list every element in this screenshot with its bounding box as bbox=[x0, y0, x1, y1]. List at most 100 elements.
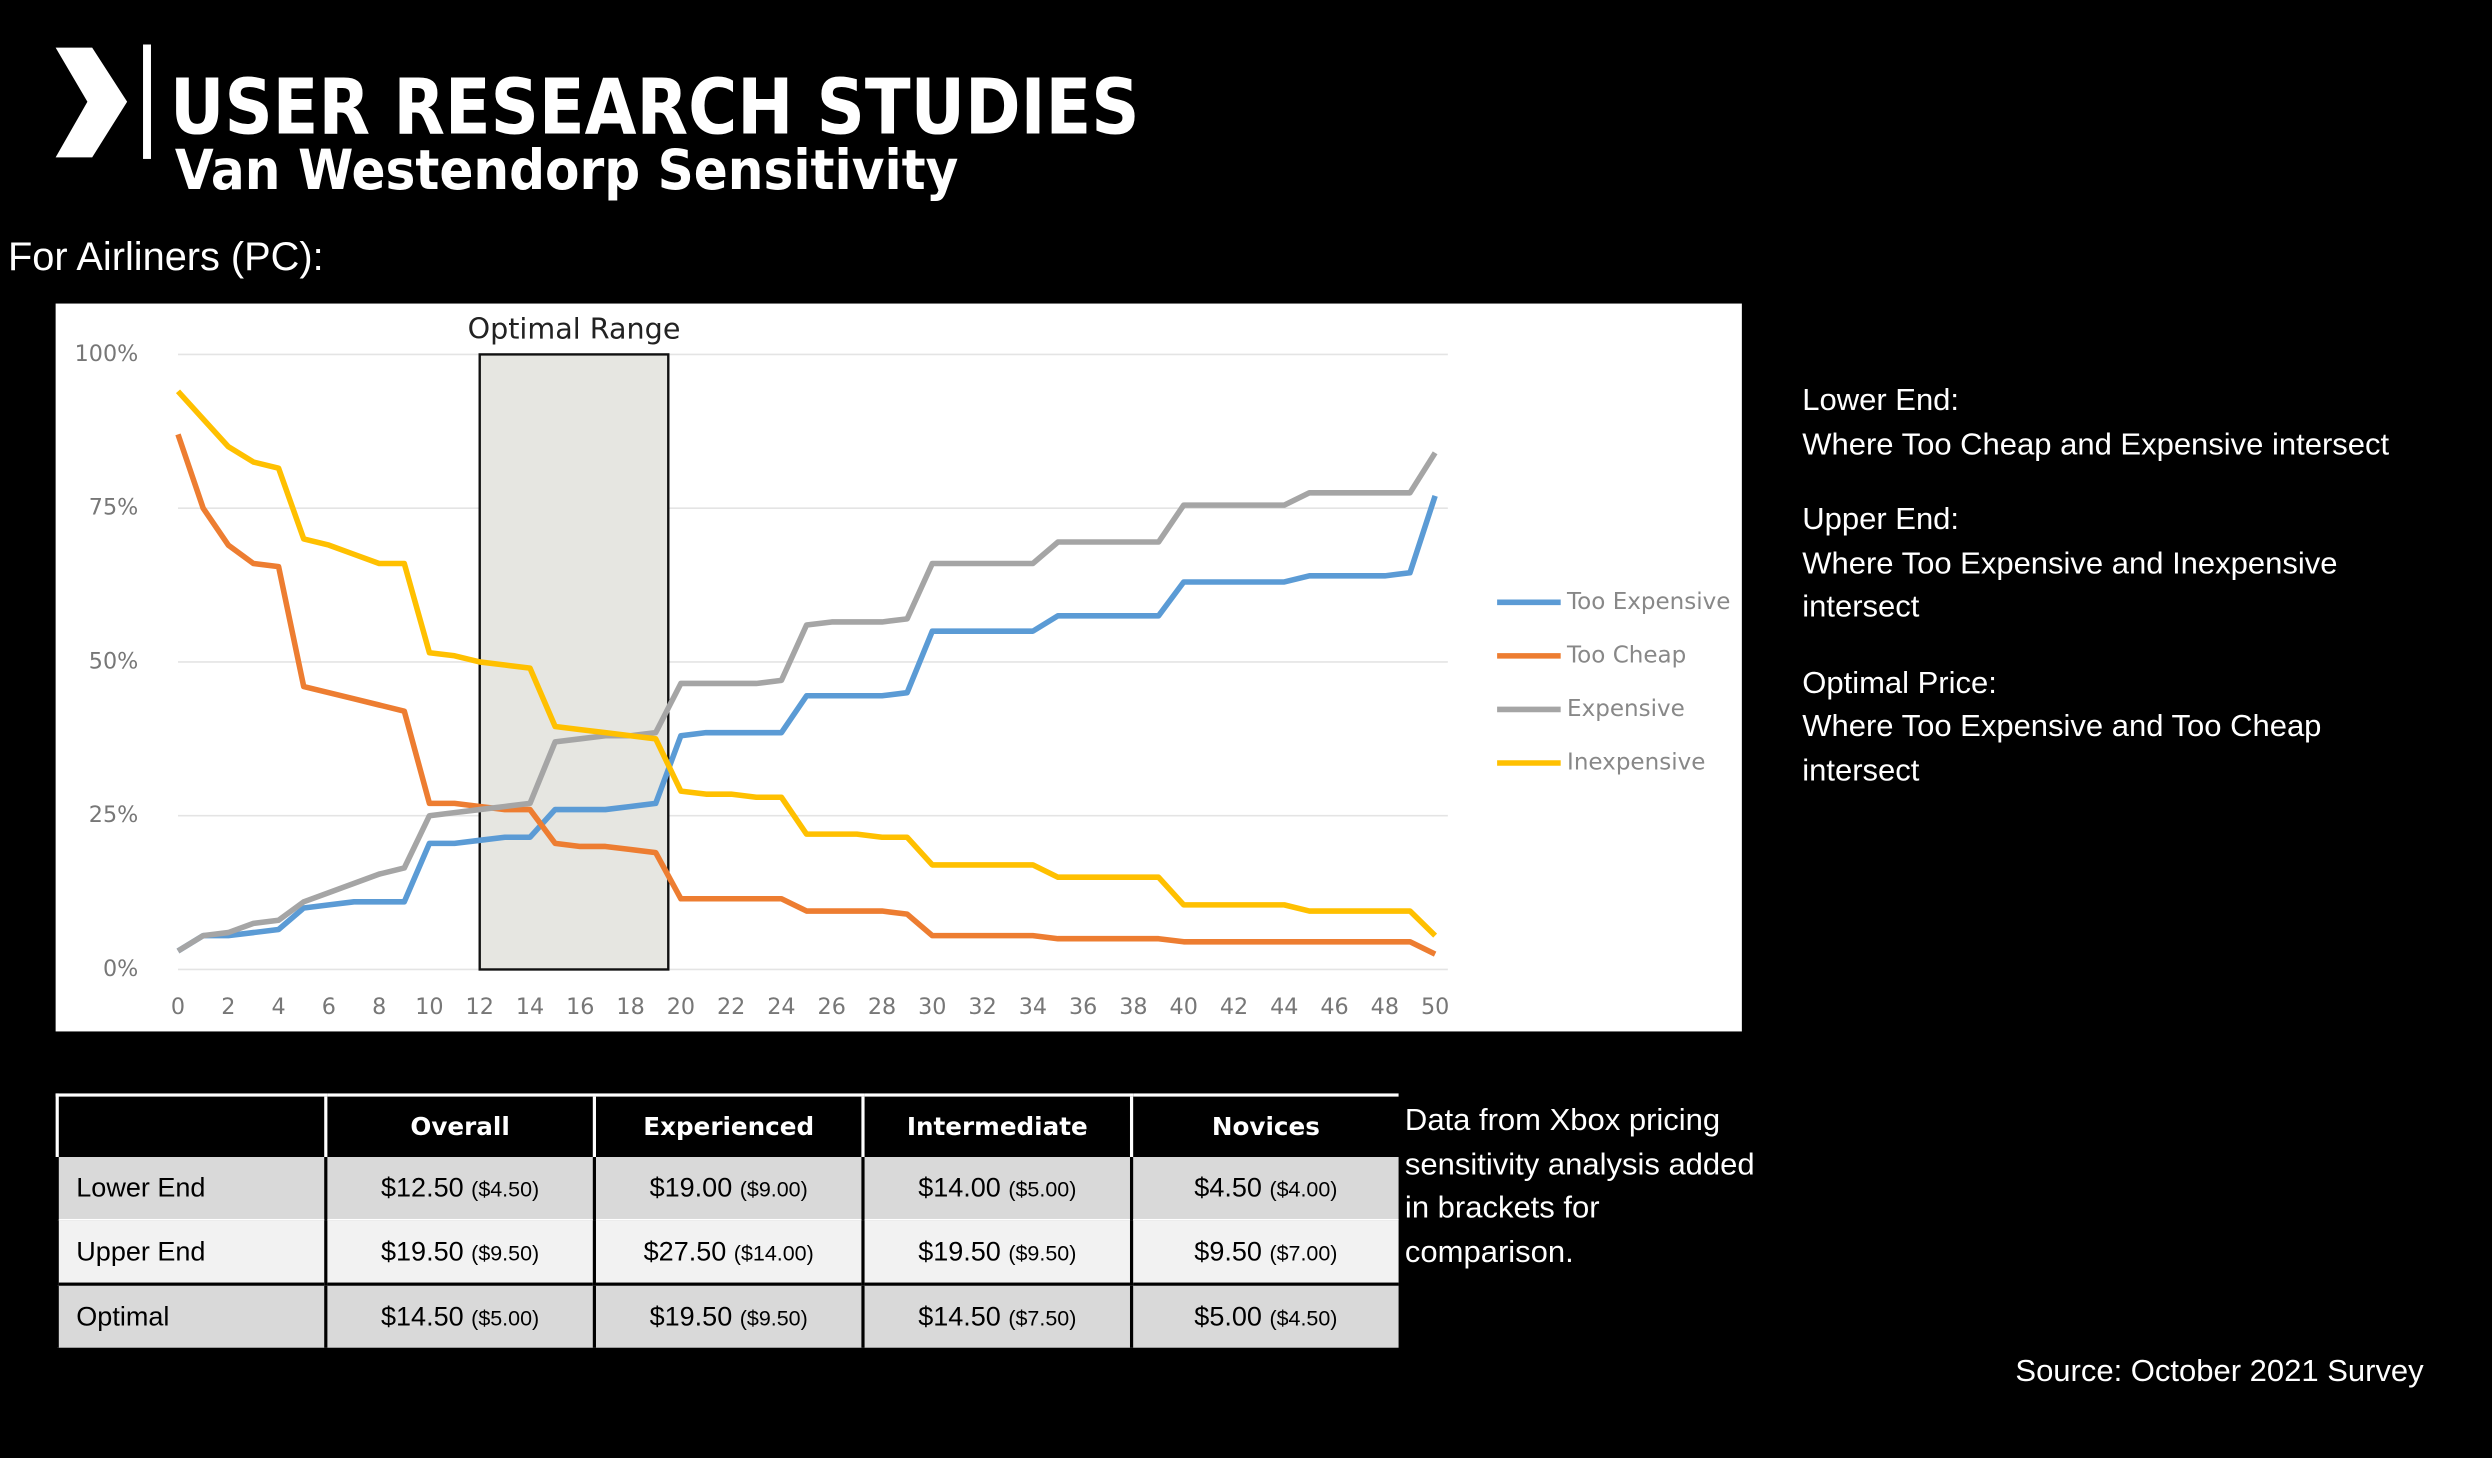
xbox-price: ($9.50) bbox=[1008, 1240, 1077, 1265]
results-table: Overall Experienced Intermediate Novices Low… bbox=[55, 1093, 1399, 1348]
table-cell: $12.50 ($4.50) bbox=[324, 1157, 595, 1220]
note-heading: Optimal Price: bbox=[1802, 665, 1997, 701]
x-tick-label: 4 bbox=[271, 994, 285, 1020]
x-tick-label: 30 bbox=[918, 994, 946, 1020]
table-cell: $19.50 ($9.50) bbox=[861, 1218, 1132, 1285]
x-tick-label: 44 bbox=[1270, 994, 1298, 1020]
y-tick-label: 25% bbox=[89, 802, 138, 828]
table-cell: $5.00 ($4.50) bbox=[1129, 1282, 1399, 1348]
x-tick-label: 0 bbox=[171, 994, 185, 1020]
x-tick-label: 26 bbox=[818, 994, 846, 1020]
y-tick-label: 0% bbox=[103, 956, 138, 982]
xbox-price: ($5.00) bbox=[1008, 1176, 1077, 1201]
x-tick-label: 46 bbox=[1320, 994, 1348, 1020]
legend-label: Too Cheap bbox=[1566, 642, 1686, 668]
xbox-price: ($14.00) bbox=[733, 1240, 814, 1265]
price: $4.50 bbox=[1194, 1172, 1262, 1203]
x-tick-label: 40 bbox=[1170, 994, 1198, 1020]
table-row: Optimal $14.50 ($5.00) $19.50 ($9.50) $14.5… bbox=[55, 1282, 1399, 1348]
section-label: For Airliners (PC): bbox=[7, 235, 324, 280]
x-tick-label: 2 bbox=[221, 994, 235, 1020]
x-tick-label: 8 bbox=[372, 994, 386, 1020]
table-cell: $14.50 ($5.00) bbox=[324, 1282, 595, 1348]
note: Upper End: Where Too Expensive and Inexpe… bbox=[1802, 499, 2438, 630]
series-line bbox=[176, 495, 1438, 954]
column-header: Novices bbox=[1129, 1093, 1399, 1158]
title: USER RESEARCH STUDIES bbox=[170, 63, 1139, 152]
logo-bar bbox=[143, 44, 151, 159]
y-tick-label: 100% bbox=[75, 341, 139, 367]
table-cell: $9.50 ($7.00) bbox=[1129, 1218, 1399, 1285]
table-row: Upper End $19.50 ($9.50) $27.50 ($14.00) $1… bbox=[55, 1218, 1399, 1285]
note-heading: Upper End: bbox=[1802, 502, 1960, 538]
note-text: Where Too Cheap and Expensive intersect bbox=[1802, 426, 2390, 462]
xbox-price: ($5.00) bbox=[471, 1305, 540, 1330]
xbox-price: ($4.00) bbox=[1269, 1176, 1338, 1201]
x-tick-label: 24 bbox=[767, 994, 795, 1020]
legend-label: Inexpensive bbox=[1567, 750, 1705, 776]
price: $27.50 bbox=[643, 1235, 727, 1266]
logo-arrow bbox=[55, 47, 128, 158]
price: $14.00 bbox=[918, 1172, 1001, 1203]
note-text: Where Too Expensive and Too Cheap inters… bbox=[1802, 708, 2322, 788]
annotation-label: Optimal Range bbox=[468, 312, 681, 346]
price: $19.50 bbox=[381, 1235, 464, 1266]
row-label: Upper End bbox=[55, 1218, 326, 1285]
x-tick-label: 14 bbox=[516, 994, 544, 1020]
x-tick-label: 16 bbox=[566, 994, 594, 1020]
legend-label: Expensive bbox=[1567, 696, 1685, 722]
table-cell: $19.50 ($9.50) bbox=[592, 1282, 863, 1348]
column-header: Experienced bbox=[592, 1093, 863, 1158]
x-tick-label: 34 bbox=[1019, 994, 1047, 1020]
table-row: Lower End $12.50 ($4.50) $19.00 ($9.00) $14… bbox=[55, 1157, 1399, 1220]
xbox-price: ($9.00) bbox=[739, 1176, 808, 1201]
series-line bbox=[176, 451, 1438, 954]
note-text: Where Too Expensive and Inexpensive inte… bbox=[1802, 545, 2338, 625]
xbox-price: ($4.50) bbox=[471, 1176, 540, 1201]
x-tick-label: 36 bbox=[1069, 994, 1097, 1020]
xbox-price: ($7.00) bbox=[1269, 1240, 1338, 1265]
x-tick-label: 42 bbox=[1220, 994, 1248, 1020]
note-heading: Lower End: bbox=[1802, 383, 1960, 418]
note: Lower End: Where Too Cheap and Expensive … bbox=[1802, 380, 2438, 467]
column-header: Overall bbox=[324, 1093, 595, 1158]
x-tick-label: 50 bbox=[1421, 994, 1449, 1020]
notes: Lower End: Where Too Cheap and Expensive … bbox=[1802, 380, 2438, 825]
table-cell: $14.50 ($7.50) bbox=[861, 1282, 1132, 1348]
y-tick-label: 75% bbox=[89, 495, 138, 521]
x-tick-label: 22 bbox=[717, 994, 745, 1020]
xbox-price: ($9.50) bbox=[471, 1240, 540, 1265]
x-tick-label: 38 bbox=[1119, 994, 1147, 1020]
x-tick-label: 6 bbox=[322, 994, 336, 1020]
chart: 0%25%50%75%100%0 2 4 6 8 10 12 14 16 18 20 22 24 26 28… bbox=[55, 303, 1742, 1032]
x-tick-label: 28 bbox=[868, 994, 896, 1020]
x-tick-label: 18 bbox=[616, 994, 644, 1020]
subtitle: Van Westendorp Sensitivity bbox=[175, 138, 959, 203]
xbox-price: ($9.50) bbox=[739, 1305, 808, 1330]
corner-cell bbox=[55, 1093, 326, 1158]
table-cell: $27.50 ($14.00) bbox=[592, 1218, 863, 1285]
price: $12.50 bbox=[381, 1172, 464, 1203]
x-tick-label: 48 bbox=[1371, 994, 1399, 1020]
x-tick-label: 20 bbox=[667, 994, 695, 1020]
xbox-price: ($4.50) bbox=[1269, 1305, 1338, 1330]
x-tick-label: 32 bbox=[968, 994, 996, 1020]
table-header-row: Overall Experienced Intermediate Novices bbox=[55, 1093, 1399, 1158]
table-cell: $14.00 ($5.00) bbox=[861, 1157, 1132, 1220]
price: $19.50 bbox=[649, 1300, 733, 1332]
y-tick-label: 50% bbox=[89, 648, 138, 674]
source: Source: October 2021 Survey bbox=[2015, 1354, 2424, 1390]
price: $14.50 bbox=[381, 1300, 464, 1332]
price: $19.00 bbox=[649, 1172, 733, 1203]
series-line bbox=[175, 433, 1437, 957]
legend-label: Too Expensive bbox=[1566, 589, 1730, 615]
column-header: Intermediate bbox=[861, 1093, 1132, 1158]
table-cell: $19.50 ($9.50) bbox=[324, 1218, 595, 1285]
table-note: Data from Xbox pricing sensitivity analy… bbox=[1404, 1102, 1755, 1270]
row-label: Optimal bbox=[55, 1282, 326, 1348]
row-label: Lower End bbox=[55, 1157, 326, 1220]
price: $5.00 bbox=[1194, 1300, 1262, 1332]
